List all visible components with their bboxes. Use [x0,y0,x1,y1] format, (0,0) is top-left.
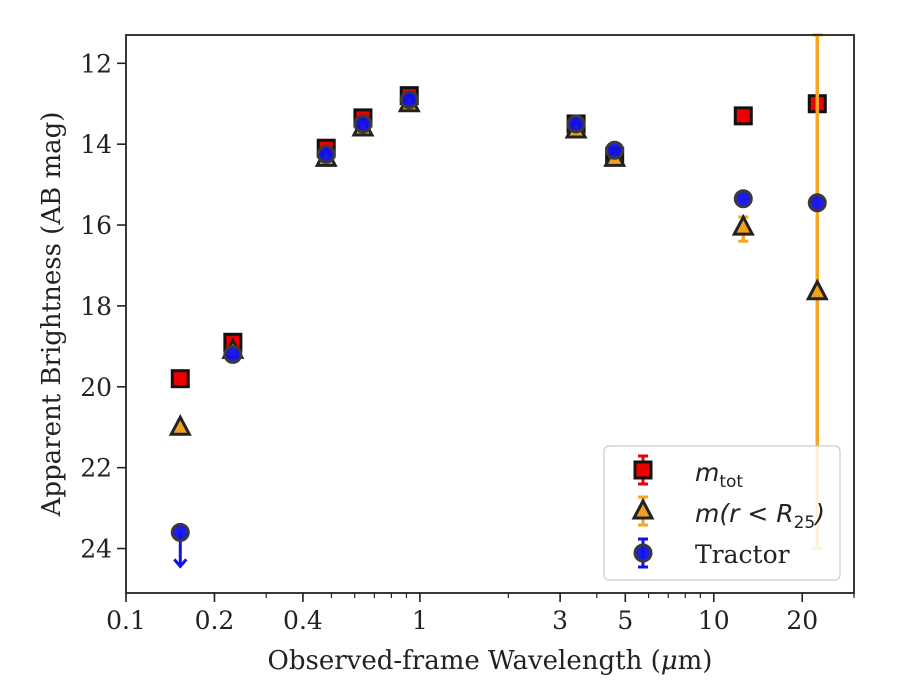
x-tick-label: 5 [617,606,633,635]
legend: mtot m(r < R25) Tractor [603,445,841,581]
x-tick-label: 1 [412,606,428,635]
data-point-tractor [353,114,373,134]
x-tick-label: 0.4 [283,606,323,635]
data-point-tractor [399,90,419,110]
legend-label-tractor: Tractor [695,540,790,569]
x-tick-label: 0.2 [195,606,235,635]
data-point-tractor [733,189,753,209]
x-tick-label: 10 [698,606,730,635]
legend-frame [603,445,841,581]
series-tractor [170,90,827,569]
data-point-mR25 [731,213,755,236]
x-axis-label: Observed-frame Wavelength (μm) [268,646,713,676]
legend-label-mtot: mtot [695,458,743,492]
legend-marker-tractor [633,543,653,563]
data-point-tractor [566,114,586,134]
y-axis-label: Apparent Brightness (AB mag) [37,112,67,518]
plot-frame [125,34,855,594]
data-point-mtot [733,106,753,126]
legend-markers [631,454,655,569]
data-point-mR25 [168,414,192,436]
data-point-tractor [223,344,243,364]
legend-label-mR25: m(r < R25) [695,499,825,533]
x-tick-label: 20 [786,606,818,635]
legend-marker-mR25 [631,497,655,520]
y-tick-label: 12 [80,49,112,78]
data-point-tractor [170,522,190,542]
y-tick-label: 14 [80,130,112,159]
y-tick-label: 20 [80,373,112,402]
data-point-mR25 [805,278,829,301]
data-point-tractor [316,144,336,164]
legend-marker-mtot [633,460,653,480]
x-tick-label: 3 [552,606,568,635]
y-axis: 12 14 16 18 20 22 24 [80,49,126,564]
series-mtot [170,86,827,389]
y-tick-label: 24 [80,535,112,564]
upper-limit-arrowhead [173,558,188,569]
y-tick-label: 18 [80,292,112,321]
data-point-tractor [807,193,827,213]
data-point-tractor [605,140,625,160]
y-tick-label: 22 [80,454,112,483]
data-point-mtot [170,369,190,389]
y-tick-label: 16 [80,211,112,240]
x-tick-label: 0.1 [106,606,146,635]
x-axis: 0.1 0.2 0.4 1 3 5 10 20 [106,593,855,635]
